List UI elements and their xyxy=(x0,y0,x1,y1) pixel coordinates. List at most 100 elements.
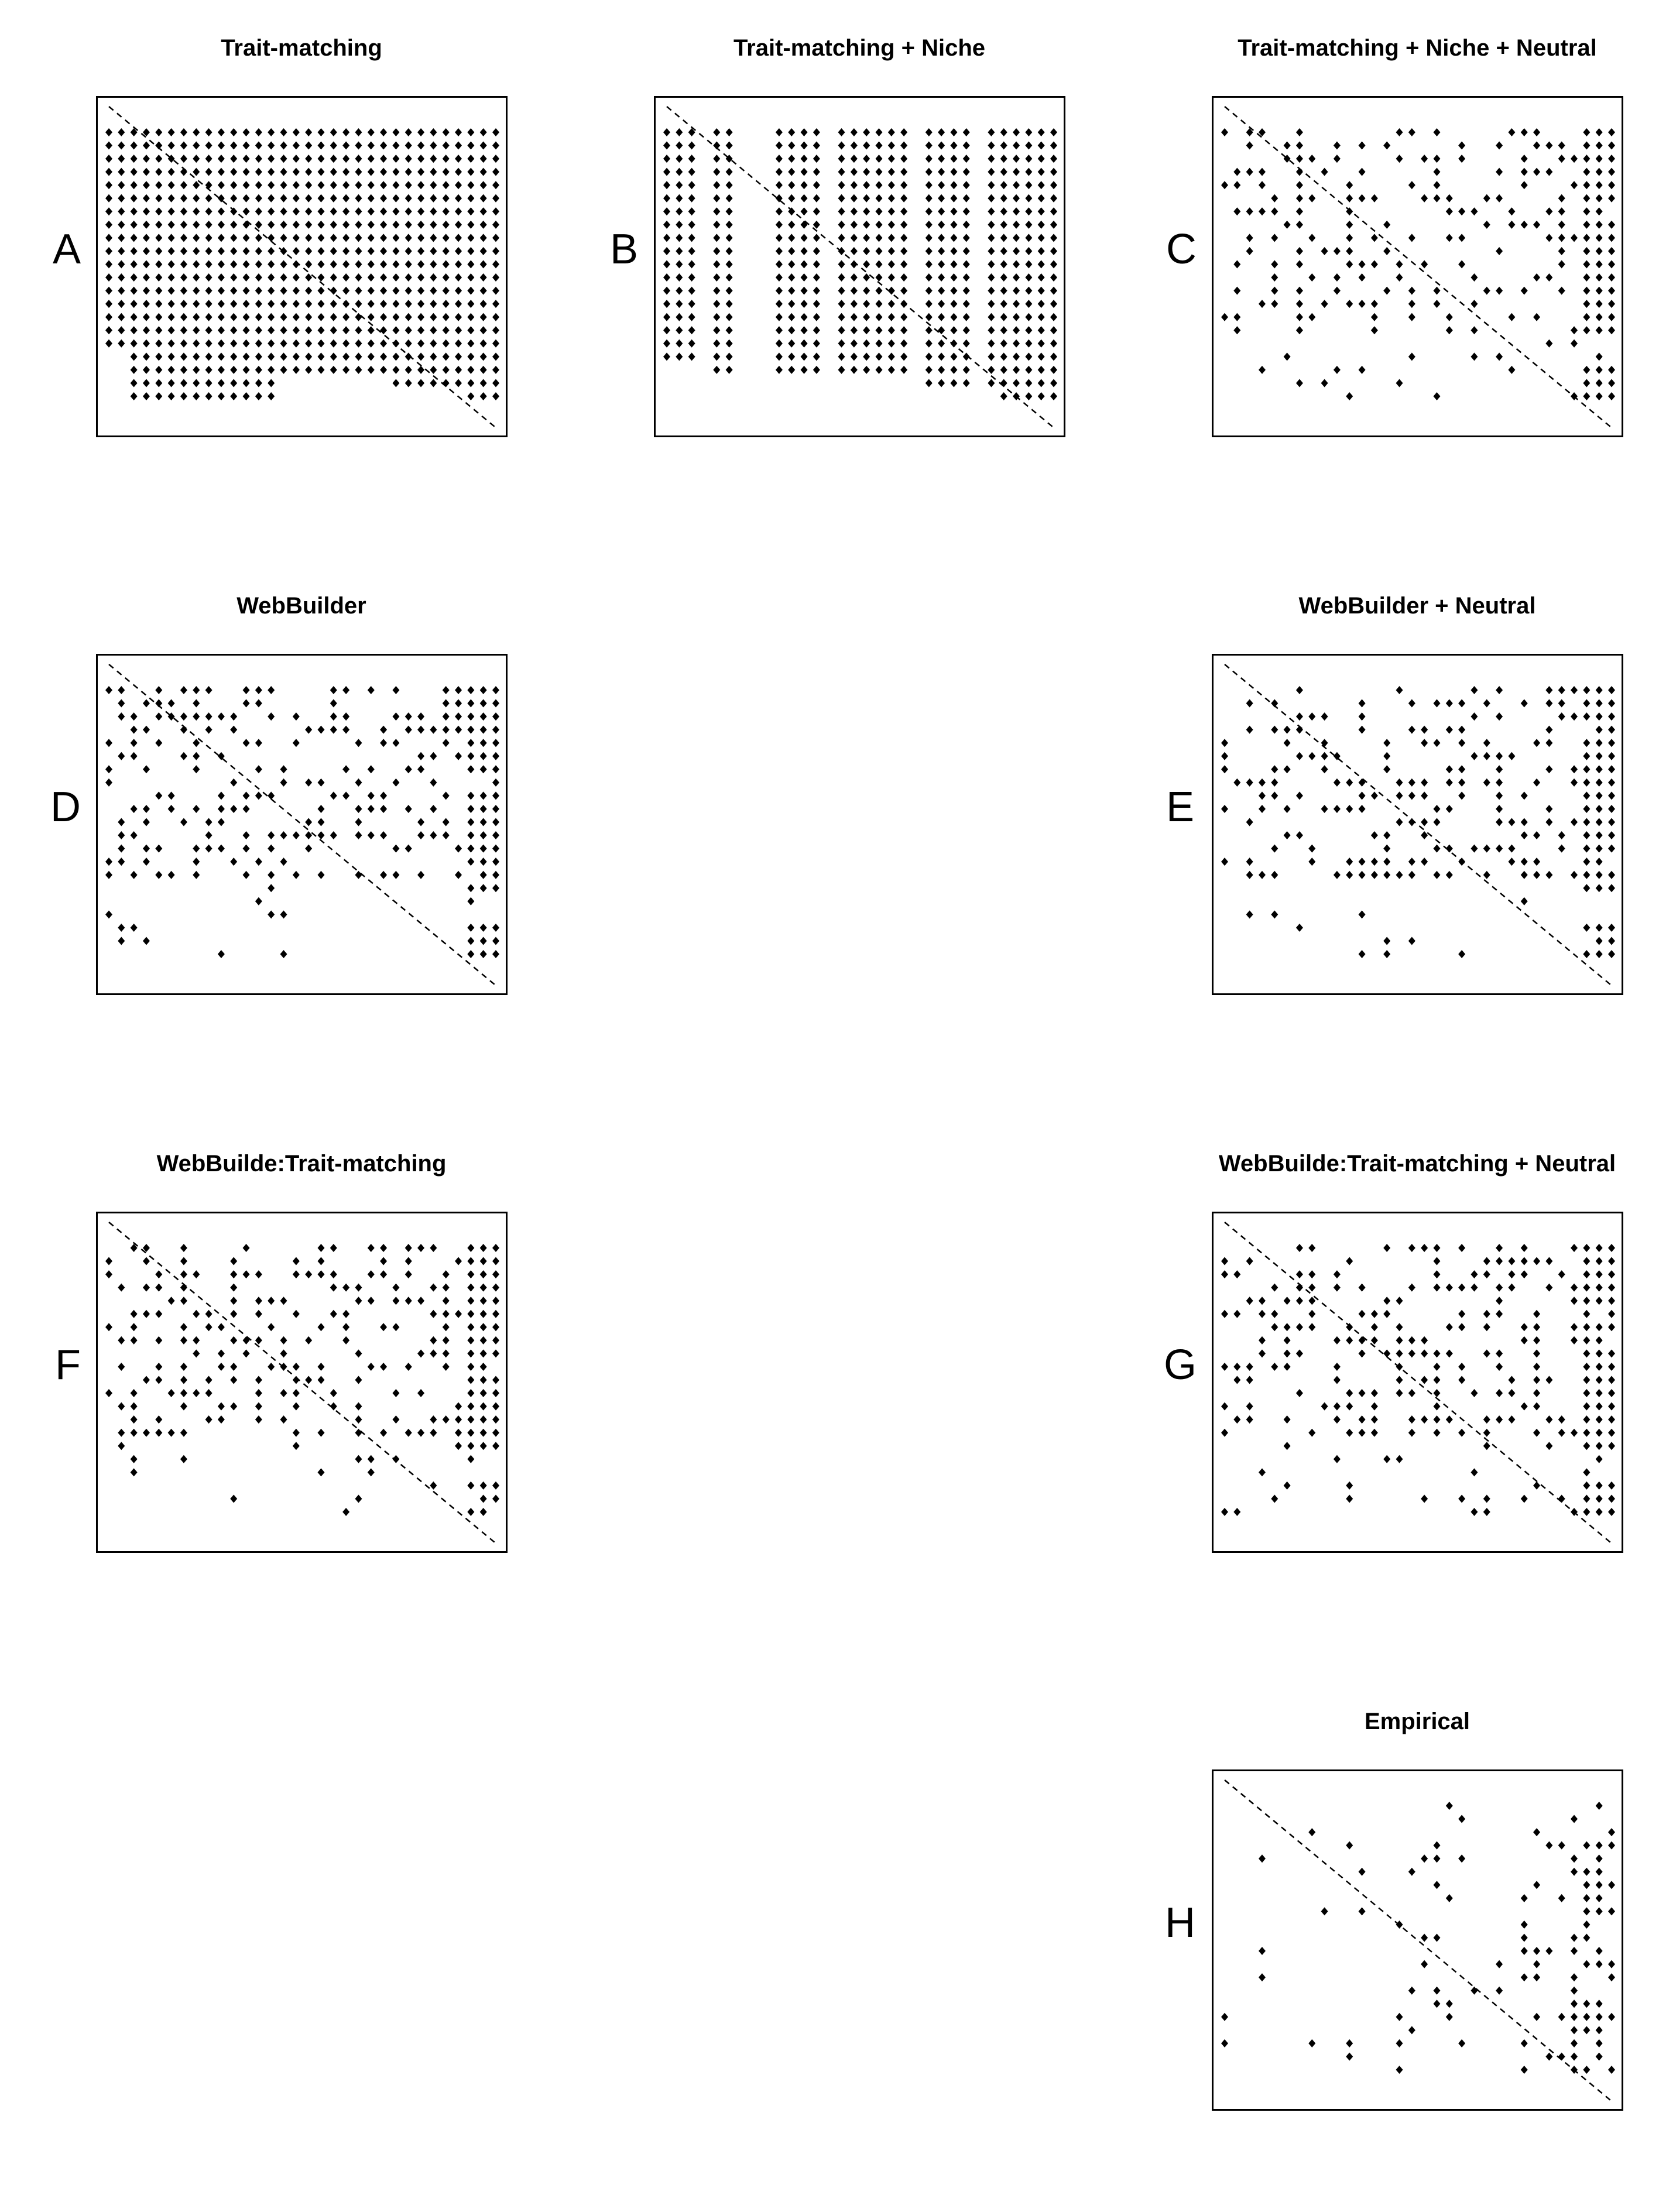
interaction-point xyxy=(1545,699,1553,708)
interaction-point xyxy=(255,260,262,269)
interaction-point xyxy=(467,1270,475,1279)
interaction-point xyxy=(230,712,238,721)
interaction-point xyxy=(1583,1894,1591,1902)
interaction-point xyxy=(455,313,462,321)
interaction-point xyxy=(330,194,337,203)
interaction-point xyxy=(330,1283,337,1292)
interaction-point xyxy=(1000,300,1007,308)
interaction-point xyxy=(1295,1297,1303,1305)
interaction-point xyxy=(492,858,499,866)
interaction-point xyxy=(1483,1508,1490,1516)
interaction-point xyxy=(242,181,250,190)
interaction-point xyxy=(205,339,212,348)
interaction-point xyxy=(788,300,796,308)
interaction-point xyxy=(1246,858,1253,866)
interaction-point xyxy=(1408,2026,1415,2035)
interaction-point xyxy=(1246,699,1253,708)
interaction-point xyxy=(317,870,325,879)
interaction-point xyxy=(230,1309,238,1318)
interaction-point xyxy=(180,207,187,216)
interaction-point xyxy=(1396,128,1403,136)
interaction-point xyxy=(330,1309,337,1318)
interaction-point xyxy=(1433,804,1441,813)
interaction-point xyxy=(1013,141,1020,150)
interaction-point xyxy=(1571,1973,1578,1982)
interaction-point xyxy=(380,167,388,176)
interaction-point xyxy=(800,313,808,321)
interaction-point xyxy=(1433,1841,1441,1850)
interaction-point xyxy=(1571,686,1578,694)
interaction-point xyxy=(1358,1415,1366,1424)
interaction-point xyxy=(1321,167,1328,176)
interaction-point xyxy=(167,246,175,255)
interaction-point xyxy=(217,300,225,308)
interaction-point xyxy=(887,313,895,321)
interaction-point xyxy=(1458,234,1466,242)
interaction-point xyxy=(317,194,325,203)
interaction-point xyxy=(1608,870,1615,879)
interaction-point xyxy=(217,791,225,800)
interaction-point xyxy=(367,300,375,308)
interaction-point xyxy=(1346,1257,1353,1266)
interaction-point xyxy=(1558,207,1565,216)
interaction-point xyxy=(1221,1257,1228,1266)
interaction-point xyxy=(1358,1428,1366,1437)
interaction-point xyxy=(875,273,883,282)
interaction-point xyxy=(1583,712,1591,721)
interaction-point xyxy=(1571,712,1578,721)
interaction-point xyxy=(1025,181,1033,190)
interaction-point xyxy=(180,141,187,150)
interaction-point xyxy=(962,167,970,176)
interaction-point xyxy=(938,339,945,348)
interaction-point xyxy=(467,1336,475,1345)
interaction-point xyxy=(1595,1481,1603,1490)
interaction-point xyxy=(950,313,958,321)
interaction-point xyxy=(1595,1257,1603,1266)
interaction-point xyxy=(663,234,670,242)
interaction-point xyxy=(1050,286,1057,295)
interaction-point xyxy=(1050,234,1057,242)
interaction-point xyxy=(292,352,300,361)
interaction-point xyxy=(838,181,845,190)
interaction-point xyxy=(1221,2012,1228,2021)
interaction-point xyxy=(180,1402,187,1411)
interaction-point xyxy=(479,765,487,774)
interaction-point xyxy=(925,207,933,216)
interaction-point xyxy=(292,831,300,840)
interaction-point xyxy=(330,699,337,708)
interaction-point xyxy=(1421,1494,1428,1503)
interaction-point xyxy=(1396,2039,1403,2048)
interaction-point xyxy=(130,1244,138,1252)
interaction-point xyxy=(342,725,350,734)
interaction-point xyxy=(430,365,437,374)
interaction-point xyxy=(280,365,287,374)
interaction-point xyxy=(1333,286,1341,295)
interaction-point xyxy=(1295,141,1303,150)
interaction-point xyxy=(1383,220,1391,229)
interaction-point xyxy=(1595,2012,1603,2021)
interaction-point xyxy=(775,181,783,190)
interaction-point xyxy=(155,1336,163,1345)
diagonal-line xyxy=(1224,664,1611,985)
interaction-points xyxy=(105,1244,499,1516)
interaction-point xyxy=(193,379,200,387)
interaction-point xyxy=(863,339,870,348)
interaction-point xyxy=(1558,260,1565,269)
interaction-point xyxy=(280,260,287,269)
interaction-point xyxy=(1595,365,1603,374)
panel-h-title: Empirical xyxy=(1364,1709,1471,1734)
interaction-point xyxy=(875,313,883,321)
interaction-point xyxy=(1608,923,1615,932)
interaction-point xyxy=(800,141,808,150)
interaction-point xyxy=(442,379,450,387)
interaction-point xyxy=(1583,2066,1591,2074)
interaction-point xyxy=(1608,194,1615,203)
panel-c-letter: C xyxy=(1166,226,1197,273)
interaction-point xyxy=(230,300,238,308)
interaction-point xyxy=(1483,778,1490,787)
interaction-point xyxy=(167,804,175,813)
interaction-point xyxy=(1520,858,1528,866)
interaction-point xyxy=(1037,260,1045,269)
interaction-point xyxy=(1595,699,1603,708)
interaction-point xyxy=(725,286,733,295)
